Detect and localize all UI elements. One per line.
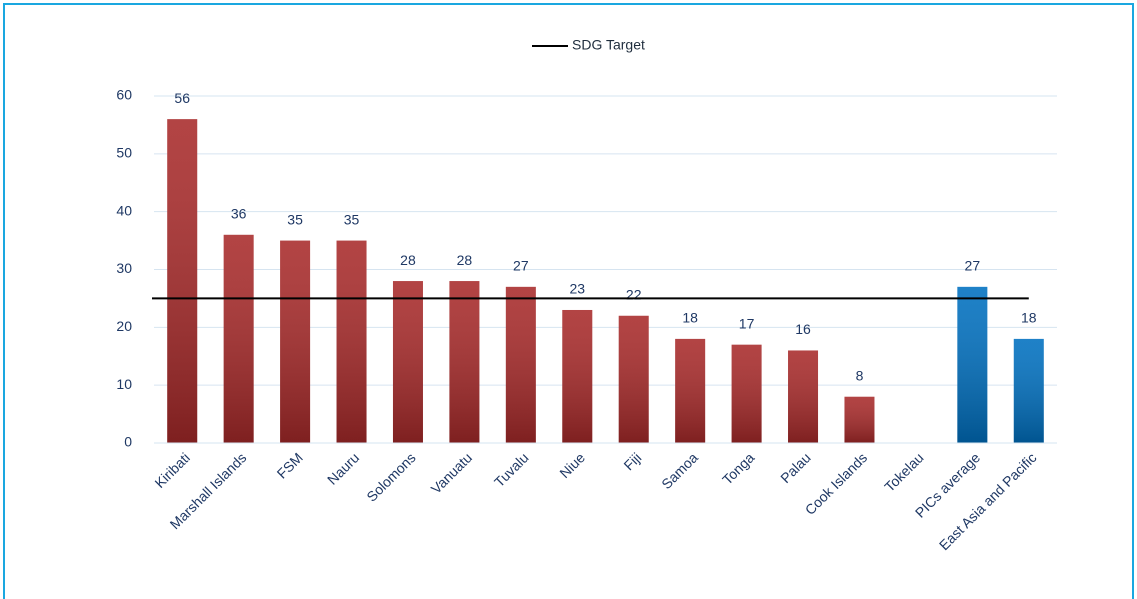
y-tick-label: 40: [116, 202, 132, 218]
bar-shade: [618, 315, 649, 443]
x-tick-label: East Asia and Pacific: [936, 449, 1040, 553]
value-label: 18: [682, 310, 698, 326]
bar-shade: [957, 286, 988, 443]
y-tick-label: 50: [116, 145, 132, 161]
x-tick-label: Niue: [556, 449, 588, 481]
x-tick-label: Tokelau: [881, 449, 926, 494]
legend-label: SDG Target: [572, 37, 645, 53]
x-tick-label: Fiji: [620, 449, 644, 473]
bar-shade: [336, 240, 367, 443]
x-tick-label: Palau: [777, 449, 814, 486]
bar-shade: [223, 234, 254, 443]
value-label: 35: [287, 211, 303, 227]
value-label: 17: [739, 315, 755, 331]
value-label: 56: [174, 90, 190, 106]
y-tick-label: 60: [116, 87, 132, 103]
bar-shade: [505, 286, 536, 443]
x-tick-label: Nauru: [324, 449, 362, 487]
y-tick-label: 10: [116, 376, 132, 392]
bar-shade: [449, 281, 480, 443]
bar-shade: [788, 350, 819, 443]
x-tick-label: Vanuatu: [428, 449, 475, 496]
x-tick-label: Kiribati: [151, 449, 193, 491]
bar-shade: [1013, 338, 1044, 443]
bar-shade: [844, 396, 875, 443]
y-tick-label: 30: [116, 260, 132, 276]
x-tick-label: Tonga: [719, 449, 757, 487]
bar-shade: [280, 240, 311, 443]
value-label: 28: [457, 252, 473, 268]
x-tick-label: Solomons: [363, 449, 418, 504]
value-label: 8: [856, 367, 864, 383]
y-tick-label: 20: [116, 318, 132, 334]
x-tick-label: Tuvalu: [491, 449, 532, 490]
value-label: 16: [795, 321, 811, 337]
value-label: 35: [344, 211, 360, 227]
value-label: 28: [400, 252, 416, 268]
x-tick-label: FSM: [274, 449, 306, 481]
value-label: 18: [1021, 310, 1037, 326]
value-label: 27: [513, 258, 529, 274]
frame: [3, 3, 1134, 599]
value-label: 23: [569, 281, 585, 297]
value-label: 36: [231, 206, 247, 222]
value-label: 27: [965, 258, 981, 274]
y-tick-label: 0: [124, 434, 132, 450]
value-label: 22: [626, 286, 642, 302]
x-tick-label: Samoa: [658, 449, 701, 492]
bar-shade: [392, 281, 423, 443]
bar-shade: [731, 344, 762, 443]
bar-shade: [675, 338, 706, 443]
bar-shade: [167, 119, 198, 443]
bar-shade: [562, 309, 593, 443]
